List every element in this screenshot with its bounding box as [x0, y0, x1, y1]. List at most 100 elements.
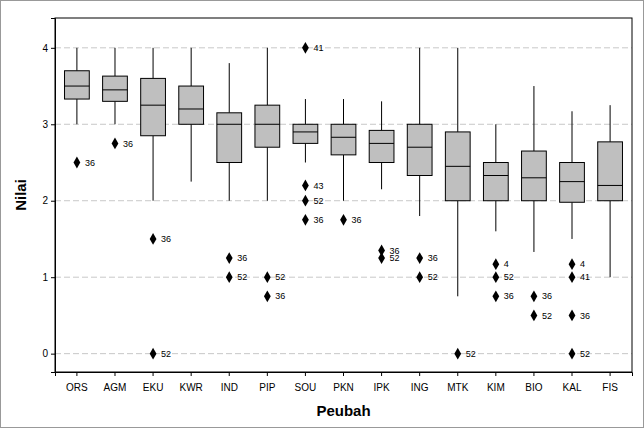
lower-whisker [419, 176, 420, 217]
median-line [445, 166, 470, 167]
x-tick-mark [343, 372, 344, 376]
lower-whisker [114, 101, 115, 124]
x-tick-label: ING [411, 382, 429, 393]
median-line [179, 108, 204, 109]
x-tick-mark [267, 372, 268, 376]
x-tick: KWR [179, 372, 202, 393]
lower-whisker [153, 136, 154, 201]
outlier-label: 52 [313, 196, 323, 206]
median-line [560, 181, 585, 182]
box-plot [103, 48, 128, 124]
y-tick: 0 [42, 348, 55, 359]
x-tick-label: KAL [563, 382, 582, 393]
outlier [531, 290, 538, 302]
x-tick: ORS [66, 372, 88, 393]
box [598, 142, 623, 201]
median-line [141, 105, 166, 106]
outlier-label: 52 [428, 272, 438, 282]
outlier [416, 252, 423, 264]
lower-whisker [191, 124, 192, 181]
outlier-label: 52 [542, 311, 552, 321]
outlier-label: 52 [466, 349, 476, 359]
median-line [65, 86, 90, 87]
lower-whisker [229, 163, 230, 201]
box [331, 124, 356, 155]
x-tick: AGM [104, 372, 127, 393]
lower-whisker [76, 99, 77, 124]
lower-whisker [305, 143, 306, 162]
outlier [264, 271, 271, 283]
outlier [569, 310, 576, 322]
x-tick-label: ORS [66, 382, 88, 393]
outlier [302, 42, 309, 54]
y-tick-mark [51, 48, 55, 49]
y-tick-mark [51, 124, 55, 125]
box [179, 86, 204, 124]
median-line [217, 124, 242, 125]
outlier [531, 310, 538, 322]
background [1, 1, 644, 428]
upper-whisker [533, 86, 534, 151]
outlier-label: 41 [313, 43, 323, 53]
box-plot [179, 48, 204, 182]
upper-whisker [229, 63, 230, 113]
outlier [74, 157, 81, 169]
outlier [492, 258, 499, 270]
box [141, 78, 166, 135]
x-tick-mark [153, 372, 154, 376]
outlier [569, 258, 576, 270]
upper-whisker [572, 111, 573, 162]
median-line [522, 177, 547, 178]
outlier-labels: 3636365236525236414352363636523652524523… [85, 43, 590, 359]
upper-whisker [457, 48, 458, 132]
box-plot [598, 105, 623, 277]
lower-whisker [572, 202, 573, 239]
outlier [302, 180, 309, 192]
outlier-label: 36 [85, 158, 95, 168]
upper-whisker [153, 48, 154, 79]
outlier [492, 271, 499, 283]
lower-whisker [610, 201, 611, 277]
x-axis: ORSAGMEKUKWRINDPIPSOUPKNIPKINGMTKKIMBIOK… [56, 372, 633, 393]
x-tick-mark [572, 372, 573, 376]
outlier [226, 252, 233, 264]
grid-line [55, 277, 632, 278]
outlier-label: 36 [123, 139, 133, 149]
x-tick-label: KIM [487, 382, 505, 393]
y-tick-label: 0 [42, 348, 48, 359]
outlier-label: 4 [504, 259, 509, 269]
box [293, 124, 318, 143]
x-axis-title: Peubah [316, 402, 370, 419]
median-line [331, 137, 356, 138]
x-tick: SOU [295, 372, 317, 393]
upper-whisker [191, 48, 192, 86]
y-axis-line [51, 19, 56, 373]
box-plot [407, 48, 432, 216]
lower-whisker [533, 201, 534, 252]
box-plot [217, 63, 242, 201]
x-tick-mark [381, 372, 382, 376]
outlier-label: 36 [542, 291, 552, 301]
upper-whisker [381, 101, 382, 130]
y-tick: 3 [42, 119, 55, 130]
outlier [492, 290, 499, 302]
outlier-label: 36 [313, 215, 323, 225]
x-tick: IND [221, 372, 238, 393]
x-tick-label: EKU [143, 382, 164, 393]
median-line [598, 185, 623, 186]
x-tick-label: BIO [525, 382, 542, 393]
lower-whisker [495, 201, 496, 232]
x-tick-label: IND [221, 382, 238, 393]
grid-line [55, 47, 632, 48]
x-tick-label: IPK [374, 382, 390, 393]
x-tick: BIO [525, 372, 542, 393]
grid [55, 48, 632, 354]
upper-whisker [610, 105, 611, 142]
box-plot [255, 48, 280, 201]
x-tick: EKU [143, 372, 164, 393]
y-tick-mark [51, 277, 55, 278]
y-tick-mark [51, 201, 55, 202]
outlier-label: 43 [313, 181, 323, 191]
box [369, 130, 394, 162]
box [65, 71, 90, 99]
